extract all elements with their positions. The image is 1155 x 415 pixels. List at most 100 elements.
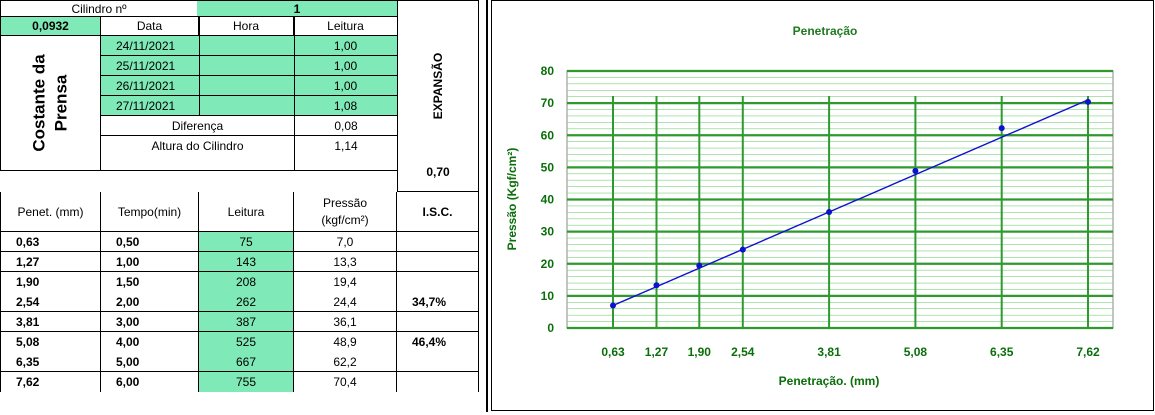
pen-cell-tempo: 2,00 [101,292,199,312]
x-tick-label: 1,27 [645,345,669,359]
pen-cell-tempo: 5,00 [101,352,199,372]
expansao-label: EXPANSÃO [431,52,445,120]
pen-cell-tempo: 1,50 [101,272,199,292]
x-tick-label: 1,90 [688,345,712,359]
diferenca-value: 0,08 [294,116,397,136]
expansao-value: 0,70 [397,152,479,192]
pen-cell-isc [397,372,479,392]
pen-header-isc: I.S.C. [397,192,479,232]
reading-leitura: 1,00 [294,36,397,56]
data-point [998,125,1005,132]
pen-cell-tempo: 6,00 [101,372,199,392]
pen-cell-penet: 2,54 [0,292,101,312]
pen-header-pressao-line2: (kgf/cm²) [321,212,369,227]
pen-cell-tempo: 4,00 [101,332,199,352]
x-tick-label: 2,54 [731,345,755,359]
pen-cell-isc [397,312,479,332]
pen-cell-isc [397,252,479,272]
reading-date: 26/11/2021 [101,76,199,96]
pen-cell-tempo: 3,00 [101,312,199,332]
x-tick-label: 5,08 [904,345,928,359]
data-point [739,246,746,253]
pen-cell-leitura: 667 [199,352,294,372]
pen-cell-leitura: 387 [199,312,294,332]
x-tick-label: 7,62 [1076,345,1100,359]
pen-cell-pressao: 48,9 [294,332,397,352]
y-tick-label: 40 [541,193,555,207]
pen-cell-leitura: 755 [199,372,294,392]
pen-cell-tempo: 0,50 [101,232,199,252]
y-tick-label: 0 [547,321,554,335]
pen-cell-pressao: 19,4 [294,272,397,292]
pen-cell-leitura: 525 [199,332,294,352]
pen-cell-leitura: 143 [199,252,294,272]
diferenca-label: Diferença [101,116,294,136]
pen-cell-isc: 34,7% [397,292,479,312]
reading-hora [199,96,294,116]
chart-series [610,98,1091,309]
constante-value: 0,0932 [0,17,101,36]
reading-date: 24/11/2021 [101,36,199,56]
pen-cell-penet: 3,81 [0,312,101,332]
pen-cell-penet: 1,27 [0,252,101,272]
chart-title: Penetração [793,24,858,38]
y-tick-label: 30 [541,225,555,239]
pen-header-penet: Penet. (mm) [0,192,101,232]
data-point [912,167,919,174]
constante-label-line-2: Prensa [51,74,71,132]
pen-cell-penet: 0,63 [0,232,101,252]
data-point [1085,98,1091,105]
pen-cell-isc: 46,4% [397,332,479,352]
penetration-chart: Penetração 0 10 20 30 40 50 60 70 80 0,63 1,27 1,9… [505,24,1114,388]
cilindro-label: Cilindro nº [0,0,197,17]
col-data-header: Data [101,17,199,36]
data-point [653,282,660,289]
reading-hora [199,56,294,76]
data-point [826,209,833,216]
pen-cell-leitura: 262 [199,292,294,312]
y-tick-label: 20 [541,257,555,271]
divider [294,17,295,116]
reading-leitura: 1,00 [294,76,397,96]
expansao-header-cell: EXPANSÃO [397,0,479,171]
pen-cell-penet: 5,08 [0,332,101,352]
reading-date: 27/11/2021 [101,96,199,116]
altura-label: Altura do Cilindro [101,136,294,171]
constante-label-line-1: Costante da [29,54,49,152]
pen-header-tempo: Tempo(min) [101,192,199,232]
divider [199,17,200,116]
data-point [696,262,703,269]
col-leitura-header: Leitura [294,17,397,36]
pen-cell-isc [397,272,479,292]
y-tick-label: 60 [541,128,555,142]
y-tick-label: 80 [541,64,555,78]
pen-cell-penet: 6,35 [0,352,101,372]
x-axis-label: Penetração. (mm) [779,374,880,388]
pen-header-leitura: Leitura [199,192,294,232]
pen-cell-penet: 7,62 [0,372,101,392]
reading-hora [199,36,294,56]
reading-leitura: 1,08 [294,96,397,116]
pen-header-pressao: Pressão (kgf/cm²) [294,192,397,232]
pen-cell-pressao: 7,0 [294,232,397,252]
pen-cell-pressao: 36,1 [294,312,397,332]
y-tick-label: 50 [541,160,555,174]
reading-date: 25/11/2021 [101,56,199,76]
pen-cell-pressao: 62,2 [294,352,397,372]
reading-hora [199,76,294,96]
trend-line [612,99,1089,307]
pen-cell-isc [397,352,479,372]
col-hora-header: Hora [199,17,294,36]
pen-cell-pressao: 24,4 [294,292,397,312]
chart-panel: Penetração 0 10 20 30 40 50 60 70 80 0,63 1,27 1,9… [491,0,1154,411]
pen-cell-leitura: 75 [199,232,294,252]
y-tick-label: 10 [541,289,555,303]
x-tick-label: 3,81 [817,345,841,359]
pen-cell-penet: 1,90 [0,272,101,292]
x-tick-label: 0,63 [601,345,625,359]
y-axis-ticks: 0 10 20 30 40 50 60 70 80 [541,64,555,335]
x-tick-label: 6,35 [990,345,1014,359]
y-tick-label: 70 [541,96,555,110]
cilindro-value: 1 [197,0,397,17]
